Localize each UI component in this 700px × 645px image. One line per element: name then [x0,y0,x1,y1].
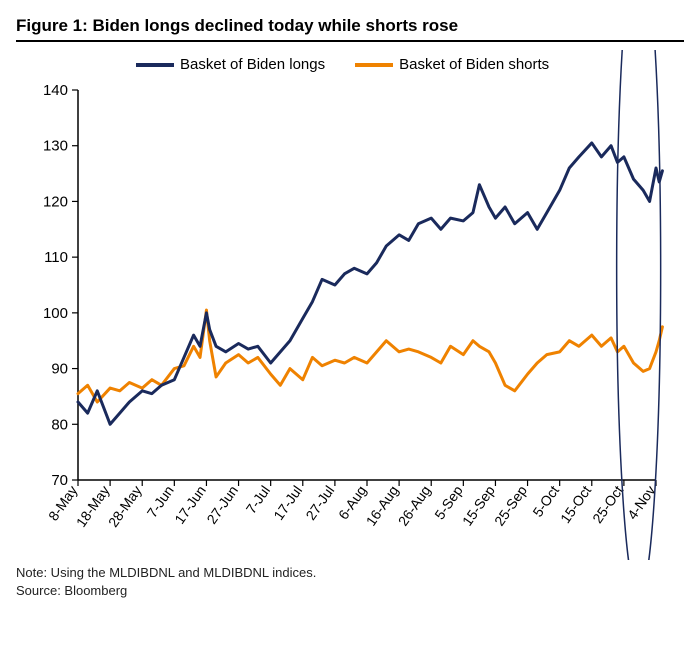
legend-label-shorts: Basket of Biden shorts [399,56,549,73]
svg-text:25-Oct: 25-Oct [589,482,626,526]
svg-text:100: 100 [43,305,68,322]
legend-swatch-shorts [355,63,393,67]
svg-text:16-Aug: 16-Aug [363,483,402,529]
svg-text:15-Oct: 15-Oct [557,482,594,526]
svg-text:15-Sep: 15-Sep [459,482,498,528]
svg-text:7-Jun: 7-Jun [144,483,177,521]
svg-text:5-Oct: 5-Oct [529,482,562,519]
legend: Basket of Biden longs Basket of Biden sh… [136,56,549,73]
svg-text:27-Jun: 27-Jun [203,483,241,527]
svg-text:17-Jul: 17-Jul [270,483,305,523]
svg-text:120: 120 [43,193,68,210]
svg-text:7-Jul: 7-Jul [243,483,274,517]
svg-text:80: 80 [51,416,68,433]
legend-label-longs: Basket of Biden longs [180,56,325,73]
svg-text:25-Sep: 25-Sep [491,482,530,528]
svg-text:17-Jun: 17-Jun [171,483,209,527]
source-text: Source: Bloomberg [16,582,684,600]
svg-text:27-Jul: 27-Jul [302,483,337,523]
note-text: Note: Using the MLDIBDNL and MLDIBDNL in… [16,564,684,582]
svg-text:130: 130 [43,138,68,155]
svg-text:26-Aug: 26-Aug [395,483,434,529]
legend-swatch-longs [136,63,174,67]
svg-text:140: 140 [43,82,68,99]
chart-notes: Note: Using the MLDIBDNL and MLDIBDNL in… [16,564,684,600]
svg-text:110: 110 [44,249,68,266]
legend-item-shorts: Basket of Biden shorts [355,56,549,73]
line-chart: 7080901001101201301408-May18-May28-May7-… [16,50,684,560]
svg-text:28-May: 28-May [105,483,145,530]
figure-title: Figure 1: Biden longs declined today whi… [16,16,684,42]
svg-text:90: 90 [51,361,68,378]
legend-item-longs: Basket of Biden longs [136,56,325,73]
chart-container: Basket of Biden longs Basket of Biden sh… [16,50,684,560]
